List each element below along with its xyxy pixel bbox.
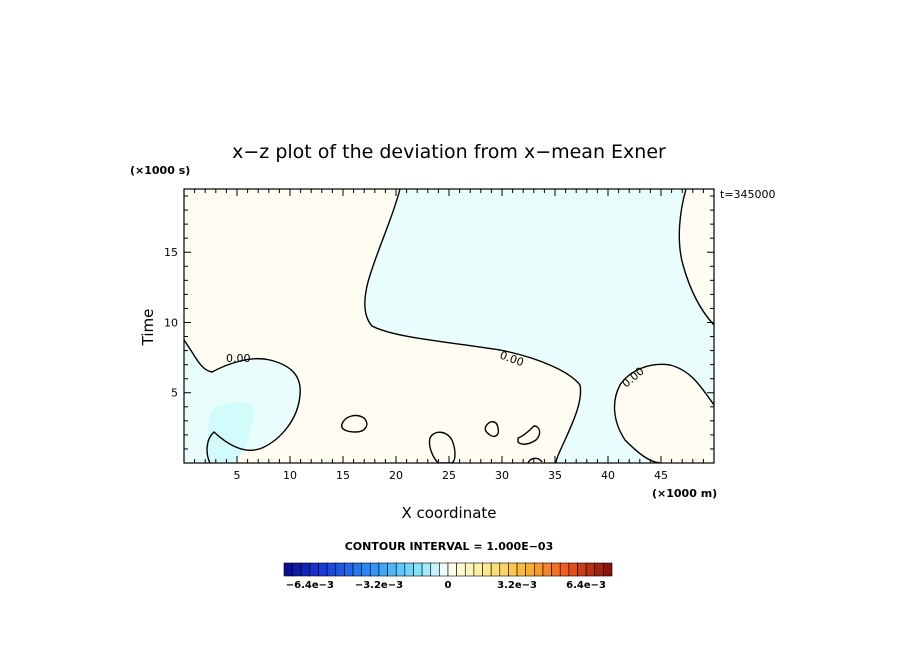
colorbar-cell xyxy=(568,562,578,577)
colorbar-cell xyxy=(361,562,371,577)
colorbar-tick-label: 3.2e−3 xyxy=(497,580,537,591)
y-unit-label: (×1000 s) xyxy=(130,164,190,177)
colorbar-cell xyxy=(585,562,596,577)
contour-island-4 xyxy=(517,425,541,445)
colorbar-cell xyxy=(309,562,319,577)
colorbar-cell xyxy=(318,562,328,577)
x-unit-label: (×1000 m) xyxy=(652,487,717,500)
colorbar-cell xyxy=(447,562,457,577)
colorbar-cell xyxy=(395,562,406,577)
colorbar-cell xyxy=(551,562,561,577)
colorbar xyxy=(283,562,613,577)
colorbar-cell xyxy=(456,562,466,577)
colorbar-cell xyxy=(387,562,397,577)
colorbar-cell xyxy=(413,562,423,577)
colorbar-labels: −6.4e−3 −3.2e−3 0 3.2e−3 6.4e−3 xyxy=(286,580,606,591)
colorbar-tick-label: −3.2e−3 xyxy=(355,580,403,591)
negative-core xyxy=(207,402,255,463)
positive-region-right xyxy=(614,364,714,463)
y-tick-label: 10 xyxy=(164,316,178,329)
contour-island-1 xyxy=(341,414,368,433)
colorbar-cell xyxy=(594,562,604,577)
x-tick-label: 10 xyxy=(283,469,297,482)
colorbar-cell xyxy=(370,562,380,577)
colorbar-cell xyxy=(499,562,509,577)
x-tick-label: 15 xyxy=(336,469,350,482)
contour-island-3 xyxy=(484,421,500,437)
colorbar-cell xyxy=(603,562,613,577)
contour-label-left: 0.00 xyxy=(226,352,251,365)
contour-interval-label: CONTOUR INTERVAL = 1.000E−03 xyxy=(345,540,554,553)
colorbar-cell xyxy=(421,562,432,577)
x-tick-label: 20 xyxy=(389,469,403,482)
colorbar-cell xyxy=(508,562,518,577)
colorbar-cell xyxy=(559,562,570,577)
colorbar-cell xyxy=(534,562,544,577)
contour-right-lower xyxy=(613,363,714,463)
colorbar-cell xyxy=(516,562,526,577)
chart-title: x−z plot of the deviation from x−mean Ex… xyxy=(232,141,666,163)
colorbar-cell xyxy=(292,562,302,577)
time-label: t=345000 xyxy=(720,188,776,201)
colorbar-tick-label: 6.4e−3 xyxy=(566,580,606,591)
x-tick-label: 5 xyxy=(234,469,241,482)
contour-island-2 xyxy=(428,431,456,463)
x-tick-label: 40 xyxy=(601,469,615,482)
y-tick-label: 15 xyxy=(164,246,178,259)
colorbar-cell xyxy=(482,562,492,577)
contour-island-5 xyxy=(527,457,543,463)
contour-left xyxy=(184,339,301,463)
x-tick-label: 45 xyxy=(654,469,668,482)
x-axis-label: X coordinate xyxy=(401,504,496,522)
y-axis-label: Time xyxy=(139,309,157,347)
contour-upper xyxy=(364,189,582,463)
y-tick-label: 5 xyxy=(171,387,178,400)
x-tick-label: 25 xyxy=(442,469,456,482)
colorbar-cell xyxy=(577,562,587,577)
colorbar-tick-label: 0 xyxy=(445,580,452,591)
colorbar-cell xyxy=(378,562,388,577)
colorbar-cell xyxy=(352,562,362,577)
contour-right-top xyxy=(678,189,714,326)
colorbar-cell xyxy=(439,562,449,577)
colorbar-cell xyxy=(525,562,535,577)
colorbar-cell xyxy=(542,562,552,577)
plot-area: 0.00 0.00 0.00 xyxy=(184,189,714,463)
colorbar-cell xyxy=(473,562,483,577)
colorbar-cell xyxy=(490,562,501,577)
colorbar-cell xyxy=(430,562,440,577)
colorbar-cell xyxy=(326,562,337,577)
x-tick-label: 30 xyxy=(495,469,509,482)
colorbar-cell xyxy=(335,562,345,577)
negative-region-right-top xyxy=(679,189,714,325)
colorbar-cell xyxy=(283,562,293,577)
colorbar-cell xyxy=(404,562,414,577)
colorbar-cell xyxy=(344,562,354,577)
colorbar-tick-label: −6.4e−3 xyxy=(286,580,334,591)
x-ticks: 5 10 15 20 25 30 35 40 45 xyxy=(183,189,715,482)
x-tick-label: 35 xyxy=(548,469,562,482)
y-ticks: 5 10 15 xyxy=(164,195,714,464)
colorbar-cell xyxy=(300,562,311,577)
colorbar-cell xyxy=(464,562,475,577)
